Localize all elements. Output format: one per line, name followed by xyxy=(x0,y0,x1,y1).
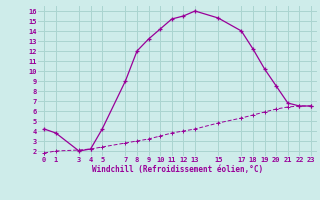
X-axis label: Windchill (Refroidissement éolien,°C): Windchill (Refroidissement éolien,°C) xyxy=(92,165,263,174)
